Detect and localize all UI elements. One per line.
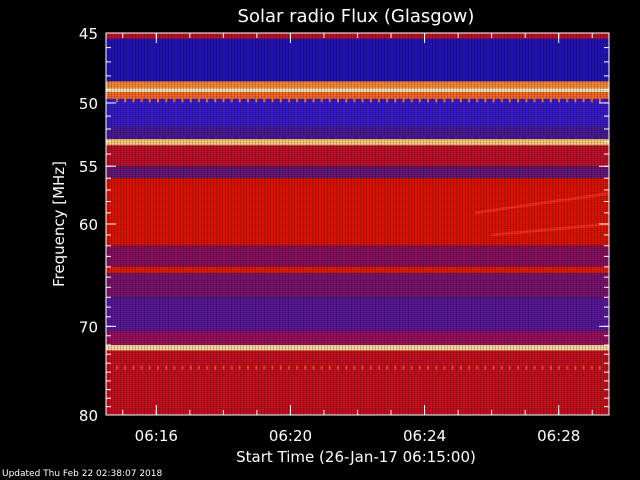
y-tick-label: 60 [79,216,98,234]
y-axis-label: Frequency [MHz] [50,161,68,287]
updated-timestamp: Updated Thu Feb 22 02:38:07 2018 [2,469,163,479]
x-tick-label: 06:28 [537,427,580,445]
x-axis-label: Start Time (26-Jan-17 06:15:00) [236,448,476,466]
y-tick-label: 45 [79,25,98,43]
y-tick-label: 55 [79,158,98,176]
plot-area [106,33,609,415]
x-tick-label: 06:24 [403,427,446,445]
y-tick-label: 80 [79,407,98,425]
y-tick-label: 70 [79,318,98,336]
y-tick-label: 50 [79,95,98,113]
x-tick-label: 06:16 [135,427,178,445]
x-tick-label: 06:20 [269,427,312,445]
chart-title: Solar radio Flux (Glasgow) [238,6,475,27]
